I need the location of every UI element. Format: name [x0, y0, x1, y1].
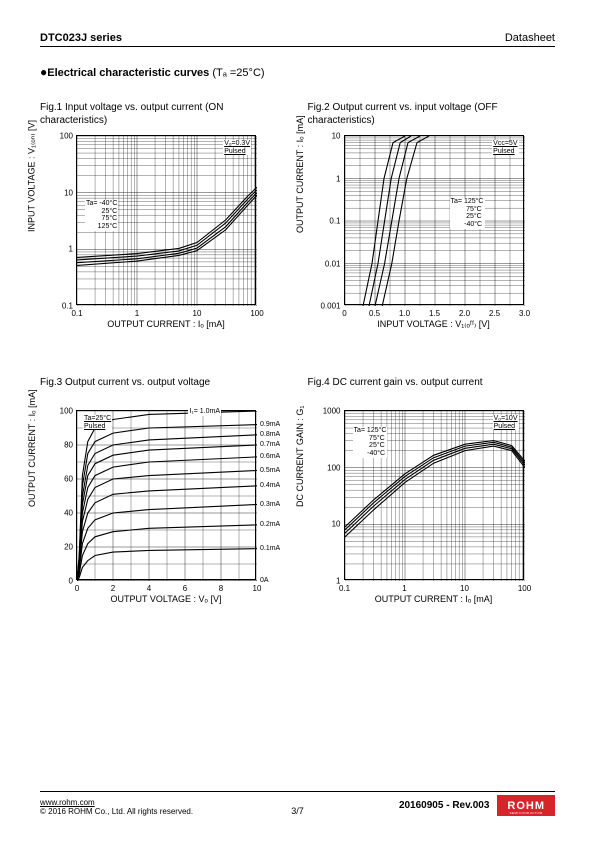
fig4-ylabel: DC CURRENT GAIN : G₁ — [295, 406, 305, 507]
fig2-chart: 00.51.01.52.02.53.00.0010.010.1110Vᴄᴄ=5V… — [344, 135, 524, 305]
fig3-chart-box: OUTPUT CURRENT : Iₒ [mA] 024681002040608… — [40, 410, 270, 604]
fig1-ylabel: INPUT VOLTAGE : V₁₍ₒₙ₎ [V] — [27, 120, 38, 232]
panel-fig1: Fig.1 Input voltage vs. output current (… — [40, 101, 288, 330]
fig4-chart-box: DC CURRENT GAIN : G₁ 0.11101001101001000… — [308, 410, 538, 604]
fig3-xlabel: OUTPUT VOLTAGE : Vₒ [V] — [76, 594, 256, 604]
fig1-chart: 0.11101000.1110100Vₒ=0.3VPulsedTa= -40°C… — [76, 135, 256, 305]
fig1-title: Fig.1 Input voltage vs. output current (… — [40, 101, 288, 127]
fig4-chart: 0.11101001101001000Vₒ=10VPulsedTa= 125°C… — [344, 410, 524, 580]
fig1-chart-box: INPUT VOLTAGE : V₁₍ₒₙ₎ [V] 0.11101000.11… — [40, 135, 270, 329]
page-footer: www.rohm.com © 2016 ROHM Co., Ltd. All r… — [40, 791, 555, 816]
fig2-xlabel: INPUT VOLTAGE : V₁₍ₒᶠᶠ₎ [V] — [344, 319, 524, 330]
section-title: ●Electrical characteristic curves (Tₐ =2… — [40, 65, 555, 79]
panel-fig2: Fig.2 Output current vs. input voltage (… — [308, 101, 556, 330]
footer-left: www.rohm.com © 2016 ROHM Co., Ltd. All r… — [40, 798, 193, 816]
fig3-chart: 0246810020406080100Ta=25°CPulsedI₁= 1.0m… — [76, 410, 256, 580]
rohm-logo: ROHM — [497, 795, 555, 816]
panel-fig3: Fig.3 Output current vs. output voltage … — [40, 376, 288, 604]
header-series: DTC023J series — [40, 32, 122, 44]
fig1-xlabel: OUTPUT CURRENT : Iₒ [mA] — [76, 319, 256, 329]
fig4-title: Fig.4 DC current gain vs. output current — [308, 376, 556, 402]
fig3-title: Fig.3 Output current vs. output voltage — [40, 376, 288, 402]
footer-copyright: © 2016 ROHM Co., Ltd. All rights reserve… — [40, 807, 193, 816]
footer-page-num: 3/7 — [291, 806, 304, 816]
page-header: DTC023J series Datasheet — [40, 32, 555, 47]
charts-grid: Fig.1 Input voltage vs. output current (… — [40, 101, 555, 604]
fig2-ylabel: OUTPUT CURRENT : Iₒ [mA] — [295, 115, 305, 233]
fig4-xlabel: OUTPUT CURRENT : Iₒ [mA] — [344, 594, 524, 604]
fig3-ylabel: OUTPUT CURRENT : Iₒ [mA] — [27, 389, 37, 507]
panel-fig4: Fig.4 DC current gain vs. output current… — [308, 376, 556, 604]
footer-url[interactable]: www.rohm.com — [40, 798, 95, 807]
header-doc-type: Datasheet — [505, 32, 555, 44]
fig2-chart-box: OUTPUT CURRENT : Iₒ [mA] 00.51.01.52.02.… — [308, 135, 538, 330]
footer-revision: 20160905 - Rev.003 — [399, 800, 489, 811]
footer-right: 20160905 - Rev.003 ROHM — [399, 795, 555, 816]
fig2-title: Fig.2 Output current vs. input voltage (… — [308, 101, 556, 127]
